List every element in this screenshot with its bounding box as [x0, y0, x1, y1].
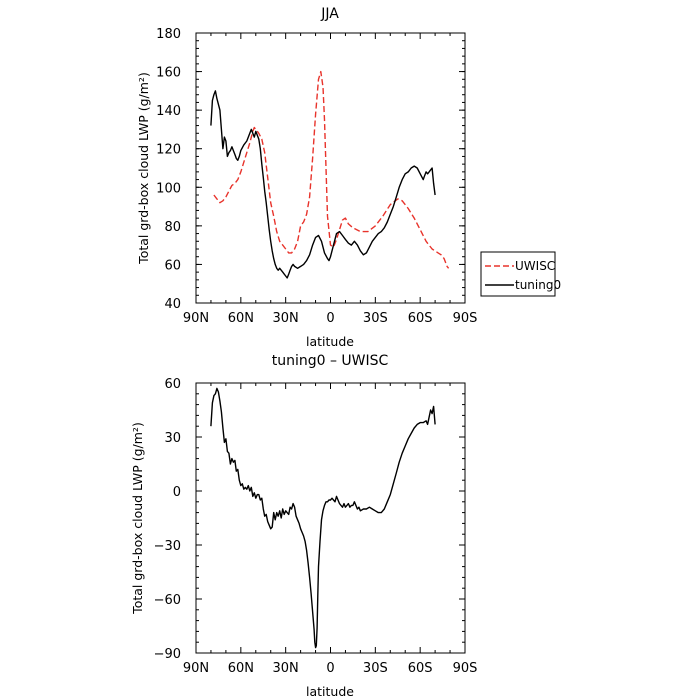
tick-layer: 90N 60N 30N 0 30S 60S 90S −90 −60 −30 0 30 60 — [154, 377, 478, 676]
x-tick-label: 60N — [228, 311, 254, 326]
y-axis-title: Total grd-box cloud LWP (g/m²) — [130, 422, 145, 615]
series-layer — [210, 387, 436, 649]
x-axis-title: latitude — [306, 684, 354, 699]
x-tick-label: 90S — [453, 311, 478, 326]
x-axis-title: latitude — [306, 334, 354, 349]
x-tick-label: 30S — [363, 311, 388, 326]
plot-frame — [195, 32, 466, 304]
y-tick-label: 180 — [156, 27, 181, 42]
y-tick-label: 30 — [164, 431, 181, 446]
y-tick-label: 0 — [173, 485, 181, 500]
y-tick-label: −90 — [154, 647, 181, 662]
legend: UWISC tuning0 — [480, 251, 561, 297]
series-line-uwisc — [213, 70, 450, 269]
y-tick-label: 140 — [156, 104, 181, 119]
x-tick-label: 60S — [408, 661, 433, 676]
y-tick-label: 160 — [156, 66, 181, 81]
y-tick-label: 40 — [164, 297, 181, 312]
x-tick-label: 0 — [326, 311, 334, 326]
series-line-tuning0 — [210, 90, 436, 279]
y-tick-label: 80 — [164, 220, 181, 235]
x-tick-label: 30N — [273, 311, 299, 326]
chart-title: JJA — [320, 6, 339, 22]
x-tick-label: 90N — [183, 661, 209, 676]
legend-label-tuning0: tuning0 — [515, 278, 561, 292]
y-tick-label: 60 — [164, 377, 181, 392]
x-tick-label: 30N — [273, 661, 299, 676]
legend-label-uwisc: UWISC — [515, 259, 555, 273]
x-tick-label: 90N — [183, 311, 209, 326]
x-tick-label: 60S — [408, 311, 433, 326]
series-layer — [210, 70, 450, 279]
top-panel: JJA latitude Total grd-box cloud LWP (g/… — [136, 6, 477, 349]
plot-frame — [195, 382, 466, 654]
y-axis-title: Total grd-box cloud LWP (g/m²) — [136, 72, 151, 265]
chart-title: tuning0 – UWISC — [272, 353, 389, 369]
x-tick-label: 30S — [363, 661, 388, 676]
y-tick-label: −30 — [154, 539, 181, 554]
y-tick-label: 120 — [156, 143, 181, 158]
bottom-panel: tuning0 – UWISC latitude Total grd-box c… — [130, 353, 477, 699]
y-tick-label: 100 — [156, 181, 181, 196]
x-tick-label: 60N — [228, 661, 254, 676]
series-line-tuning0 — [210, 387, 436, 649]
y-tick-label: −60 — [154, 593, 181, 608]
legend-box — [480, 251, 556, 297]
y-tick-label: 60 — [164, 258, 181, 273]
x-tick-label: 90S — [453, 661, 478, 676]
tick-layer: 90N 60N 30N 0 30S 60S 90S 40 60 80 100 120 140 160 180 — [156, 27, 477, 326]
x-tick-label: 0 — [326, 661, 334, 676]
